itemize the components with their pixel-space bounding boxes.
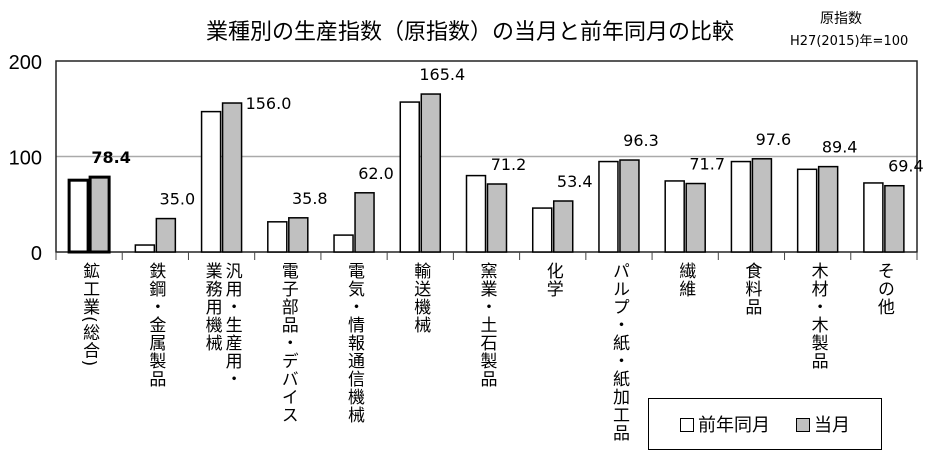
legend-item-prev: 前年同月 [680, 411, 770, 437]
bar-prev-year [863, 182, 884, 253]
bar-current [619, 159, 640, 253]
bar-current [288, 217, 309, 253]
x-category-label: 汎用・生産用・ 業務用機械 [201, 262, 242, 388]
bar-current [552, 200, 574, 253]
bar-current [155, 217, 177, 253]
bar-prev-year [796, 168, 818, 253]
bar-current [420, 93, 442, 253]
bar-prev-year [134, 244, 156, 253]
data-label: 97.6 [756, 130, 792, 149]
bar-current [685, 182, 706, 253]
chart-title: 業種別の生産指数（原指数）の当月と前年同月の比較 [205, 20, 734, 45]
base-year-note: H27(2015)年=100 [790, 34, 909, 49]
legend: 前年同月 当月 [648, 398, 882, 450]
data-label: 71.2 [491, 155, 527, 174]
bar-current [88, 175, 111, 254]
bar-prev-year [465, 174, 487, 253]
x-category-label: パルプ・紙・紙加工品 [608, 262, 629, 442]
data-label: 165.4 [419, 65, 465, 84]
legend-label: 当月 [814, 415, 850, 436]
x-category-label: 鉄鋼・金属製品 [145, 262, 166, 388]
legend-item-current: 当月 [796, 411, 850, 437]
data-label: 35.0 [160, 190, 196, 209]
x-category-label: 食料品 [741, 262, 762, 316]
x-category-label: 木材・木製品 [807, 262, 828, 370]
data-label: 96.3 [623, 131, 659, 150]
plot-frame [55, 60, 918, 253]
y-tick-label: 0 [31, 243, 42, 265]
legend-swatch [796, 418, 810, 432]
legend-label: 前年同月 [698, 415, 770, 436]
x-category-label: その他 [873, 262, 894, 316]
y-tick-label: 100 [9, 148, 42, 170]
bar-prev-year [664, 180, 685, 253]
data-label: 71.7 [689, 155, 725, 174]
bar-current [354, 192, 375, 253]
data-label: 62.0 [358, 164, 394, 183]
legend-swatch [680, 418, 694, 432]
bar-current [817, 165, 839, 253]
bar-prev-year [598, 160, 619, 253]
bar-current [751, 158, 773, 253]
bar-prev-year [200, 110, 222, 253]
data-label: 156.0 [246, 94, 292, 113]
x-category-label: 電子部品・デバイス [277, 262, 298, 424]
bar-current [486, 183, 508, 253]
x-category-label: 電気・情報通信機械 [344, 262, 365, 424]
data-label: 35.8 [292, 189, 328, 208]
y-tick-label: 200 [9, 52, 42, 74]
data-label: 78.4 [91, 148, 130, 167]
bar-current [884, 184, 905, 253]
x-category-label: 繊維 [675, 262, 696, 298]
x-category-label: 輸送機械 [410, 262, 431, 334]
x-category-label: 窯業・土石製品 [476, 262, 497, 388]
data-label: 53.4 [557, 172, 593, 191]
bar-prev-year [531, 207, 553, 253]
x-category-label: 化学 [542, 262, 563, 298]
bar-prev-year [67, 178, 90, 254]
bar-prev-year [267, 221, 288, 253]
bar-prev-year [730, 160, 752, 253]
x-category-label: 鉱工業(総合) [79, 262, 100, 368]
data-label: 89.4 [822, 138, 858, 157]
unit-note: 原指数 [820, 11, 862, 27]
data-label: 69.4 [888, 157, 924, 176]
bar-prev-year [399, 101, 421, 253]
bar-current [221, 102, 243, 253]
bar-prev-year [333, 234, 354, 253]
